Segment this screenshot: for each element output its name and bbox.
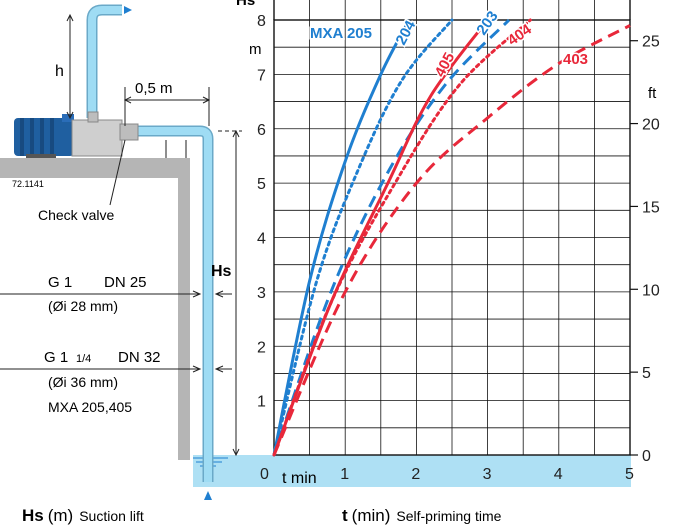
x-tick-label: 4 (554, 466, 563, 483)
inlet-arrow-icon (204, 491, 212, 500)
series-line-403 (272, 24, 631, 456)
y2-tick-label: 5 (642, 365, 651, 382)
y2-tick-label: 10 (642, 282, 660, 299)
discharge-arrow-icon (124, 6, 132, 14)
y-tick-label: 6 (257, 122, 266, 139)
header-clip: Hs (236, 0, 255, 9)
pipe2-thread-fraction: 1/4 (76, 353, 91, 365)
model-code: 72.1141 (12, 179, 44, 189)
footer-t-text: Self-priming time (396, 508, 501, 524)
series-line-203 (272, 18, 511, 456)
dimension-lines (0, 13, 242, 457)
check-valve-label: Check valve (38, 207, 114, 223)
footer-hs-unit: (m) (48, 506, 73, 525)
x-tick-label: 1 (340, 466, 349, 483)
pipe2-thread: G 1 (44, 349, 68, 366)
y2-tick-label: 0 (642, 448, 651, 465)
x-tick-label: 3 (483, 466, 492, 483)
footer-t-symbol: t (342, 506, 348, 525)
series-label-mxa-205: MXA 205 (310, 25, 372, 42)
footer-t-caption: t (min) Self-priming time (342, 506, 502, 525)
y-axis-unit-left: m (249, 41, 262, 58)
x-axis-label: t min (282, 470, 317, 487)
footer-hs-text: Suction lift (79, 508, 144, 524)
footer-t-unit: (min) (352, 506, 391, 525)
y-tick-label: 5 (257, 176, 266, 193)
y-tick-label: 8 (257, 13, 266, 30)
y-tick-label: 4 (257, 231, 266, 248)
suction-pipe (138, 125, 214, 482)
series-line-mxa-205 (272, 19, 411, 456)
y2-tick-label: 20 (642, 117, 660, 134)
y-axis-unit-right: ft (648, 85, 657, 102)
pipe2-diameter: (Øi 36 mm) (48, 374, 118, 390)
chart-series (272, 18, 631, 457)
y-tick-label: 3 (257, 285, 266, 302)
series-line-404 (272, 18, 532, 457)
pipe1-diameter: (Øi 28 mm) (48, 298, 118, 314)
discharge-pipe (86, 4, 122, 118)
pump-icon (14, 111, 139, 158)
series-line-204 (272, 18, 454, 457)
x-tick-label: 0 (260, 466, 269, 483)
y-tick-label: 7 (257, 67, 266, 84)
x-tick-label: 2 (411, 466, 420, 483)
pipe1-thread: G 1 (48, 274, 72, 291)
pipe1-dn: DN 25 (104, 274, 147, 291)
series-label-404: 404 (505, 21, 536, 50)
y-tick-label: 1 (257, 394, 266, 411)
chart-grid (273, 0, 638, 456)
series-label-403: 403 (563, 51, 588, 68)
h-label: h (55, 63, 64, 80)
footer-hs-caption: Hs (m) Suction lift (22, 506, 144, 525)
footer-hs-symbol: Hs (22, 506, 44, 525)
hs-label: Hs (211, 263, 232, 280)
distance-label: 0,5 m (135, 80, 173, 97)
pipe2-dn: DN 32 (118, 349, 161, 366)
y2-tick-label: 25 (642, 34, 660, 51)
x-tick-label: 5 (625, 466, 634, 483)
installation-wall (0, 140, 190, 460)
y-tick-label: 2 (257, 339, 266, 356)
water-reservoir (193, 455, 631, 487)
y2-tick-label: 15 (642, 199, 660, 216)
pipe2-models: MXA 205,405 (48, 399, 132, 415)
